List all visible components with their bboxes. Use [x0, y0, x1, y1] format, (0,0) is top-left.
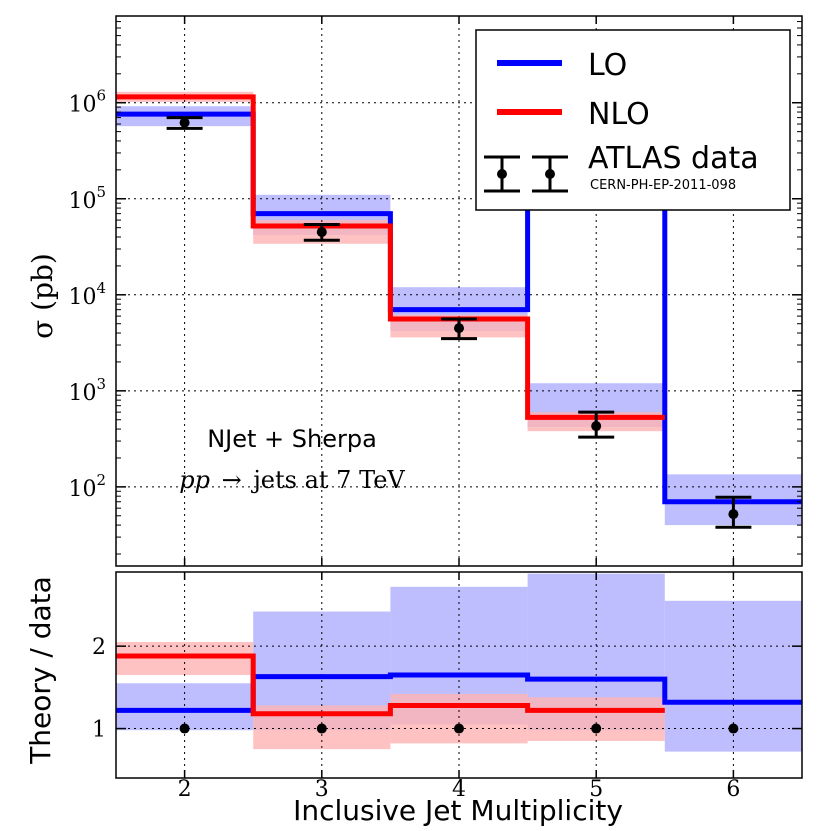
y-tick-label: 104: [68, 279, 106, 310]
nlo-step-line: [116, 94, 665, 420]
ratio-y-tick-label: 2: [92, 635, 106, 660]
y-tick-label: 102: [68, 471, 106, 502]
data-point-6: [728, 723, 739, 734]
x-tick-label: 4: [452, 777, 466, 802]
ratio-y-tick-label: 1: [92, 718, 106, 743]
x-tick-label: 6: [726, 777, 740, 802]
annotation-process: pp → jets at 7 TeV: [179, 466, 405, 494]
main-y-axis-label: σ (pb): [26, 253, 59, 339]
data-point-3: [316, 227, 327, 238]
x-tick-label: 5: [589, 777, 603, 802]
ratio-panel: 1 2 2 3 4 5 6: [92, 571, 803, 802]
nlo-step-line: [116, 653, 665, 717]
legend-lo-label: LO: [588, 48, 627, 83]
data-point-4: [454, 323, 464, 334]
ratio-y-axis-label: Theory / data: [24, 576, 57, 765]
data-point-6: [728, 509, 739, 520]
legend-nlo-label: NLO: [588, 97, 650, 132]
y-tick-label: 106: [68, 87, 106, 118]
x-tick-label: 3: [315, 777, 329, 802]
data-point-5: [591, 723, 602, 734]
legend-data-label: ATLAS data: [588, 141, 759, 176]
legend: LO NLO ATLAS data CERN-PH-EP-2011-098: [475, 29, 791, 211]
legend-data-point: [545, 169, 555, 179]
y-tick-label: 105: [68, 183, 106, 214]
data-point-2: [179, 117, 190, 128]
data-point-5: [591, 421, 602, 432]
data-point-3: [316, 723, 327, 734]
annotation-generator: NJet + Sherpa: [207, 425, 377, 453]
x-axis-label: Inclusive Jet Multiplicity: [293, 794, 623, 827]
data-point-4: [454, 723, 464, 734]
y-tick-label: 103: [68, 375, 106, 406]
main-panel: 102 103 104 105 106: [68, 15, 803, 567]
legend-data-sublabel: CERN-PH-EP-2011-098: [590, 178, 736, 193]
x-tick-label: 2: [178, 777, 192, 802]
data-point-2: [179, 723, 190, 734]
legend-data-point: [497, 169, 507, 179]
